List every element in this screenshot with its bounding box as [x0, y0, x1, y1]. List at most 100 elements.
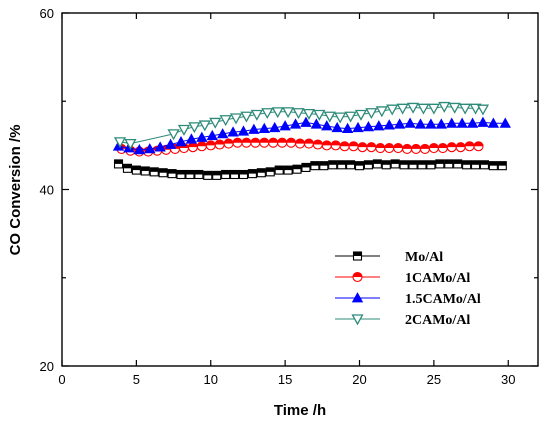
data-point: [310, 118, 323, 129]
data-point: [408, 160, 418, 170]
x-axis-title: Time /h: [274, 402, 326, 419]
data-point: [198, 120, 211, 132]
x-tick-label: 10: [204, 372, 218, 387]
data-point: [294, 138, 306, 149]
data-point: [229, 113, 243, 125]
data-point: [240, 111, 253, 123]
data-point: [381, 160, 391, 170]
legend-item: 1CAMo/Al: [335, 271, 470, 286]
data-point: [214, 139, 225, 150]
data-point: [203, 170, 213, 180]
data-point: [227, 126, 239, 137]
data-point: [283, 165, 293, 175]
data-point: [354, 109, 368, 121]
data-point: [277, 137, 288, 148]
data-point: [473, 141, 484, 152]
legend-marker: [351, 314, 364, 326]
data-point: [292, 108, 305, 120]
data-point: [446, 142, 457, 153]
data-point: [390, 159, 400, 169]
data-point: [113, 159, 124, 169]
data-point: [448, 102, 461, 114]
data-point: [487, 117, 500, 128]
data-point: [154, 141, 166, 152]
data-point: [417, 160, 427, 170]
data-point: [250, 109, 263, 121]
data-point: [375, 142, 386, 154]
data-point: [212, 170, 222, 180]
data-point: [209, 117, 222, 129]
data-point: [444, 159, 454, 169]
data-point: [185, 169, 195, 180]
data-point: [188, 122, 201, 134]
data-point: [339, 141, 350, 152]
data-point: [417, 103, 430, 115]
data-point: [232, 137, 243, 148]
data-point: [241, 137, 252, 148]
data-point: [196, 131, 208, 142]
data-point: [321, 120, 333, 131]
x-tick-label: 25: [427, 372, 441, 387]
data-point: [344, 111, 357, 123]
legend-label: 1CAMo/Al: [405, 271, 470, 286]
data-point: [337, 160, 347, 170]
data-point: [477, 116, 489, 127]
data-point: [279, 120, 291, 131]
legend-label: 1.5CAMo/Al: [405, 292, 481, 307]
data-point: [271, 107, 284, 119]
data-point: [499, 117, 511, 128]
data-point: [393, 142, 404, 154]
data-point: [196, 141, 207, 152]
data-point: [375, 106, 388, 118]
data-point: [113, 137, 127, 149]
data-point: [331, 121, 343, 133]
data-point: [219, 115, 232, 127]
data-point: [419, 143, 431, 154]
data-point: [248, 123, 260, 134]
data-point: [286, 137, 297, 148]
data-point: [330, 140, 341, 151]
x-tick-label: 15: [278, 372, 292, 387]
data-point: [250, 137, 261, 148]
data-point: [352, 121, 364, 133]
y-tick-label: 20: [40, 359, 54, 374]
data-point: [455, 142, 466, 153]
legend-marker: [352, 251, 363, 261]
data-point: [206, 129, 218, 141]
data-point: [459, 103, 472, 115]
data-point: [456, 117, 468, 128]
data-point: [310, 161, 320, 171]
data-point: [328, 160, 338, 170]
data-point: [194, 169, 204, 180]
data-point: [438, 101, 451, 113]
data-point: [437, 142, 448, 154]
data-point: [399, 160, 409, 170]
data-point: [312, 139, 323, 150]
data-point: [384, 142, 395, 154]
x-tick-label: 30: [501, 372, 515, 387]
data-point: [366, 142, 377, 153]
y-tick-label: 60: [40, 6, 54, 21]
data-point: [177, 124, 191, 136]
data-point: [488, 161, 498, 171]
x-tick-label: 5: [133, 372, 140, 387]
data-point: [363, 160, 373, 170]
data-point: [185, 133, 198, 144]
data-point: [365, 108, 378, 120]
data-point: [334, 112, 347, 124]
data-point: [223, 138, 234, 149]
data-point: [410, 143, 422, 154]
data-point: [427, 103, 440, 115]
data-point: [259, 137, 270, 148]
data-point: [176, 169, 186, 180]
data-point: [144, 143, 156, 154]
data-point: [269, 121, 281, 133]
series-3: [113, 101, 490, 150]
data-point: [362, 121, 375, 132]
data-point: [140, 166, 150, 176]
series-0: [113, 159, 507, 180]
data-point: [464, 141, 475, 152]
data-point: [247, 169, 257, 179]
legend-item: Mo/Al: [335, 250, 443, 265]
data-point: [164, 138, 177, 149]
